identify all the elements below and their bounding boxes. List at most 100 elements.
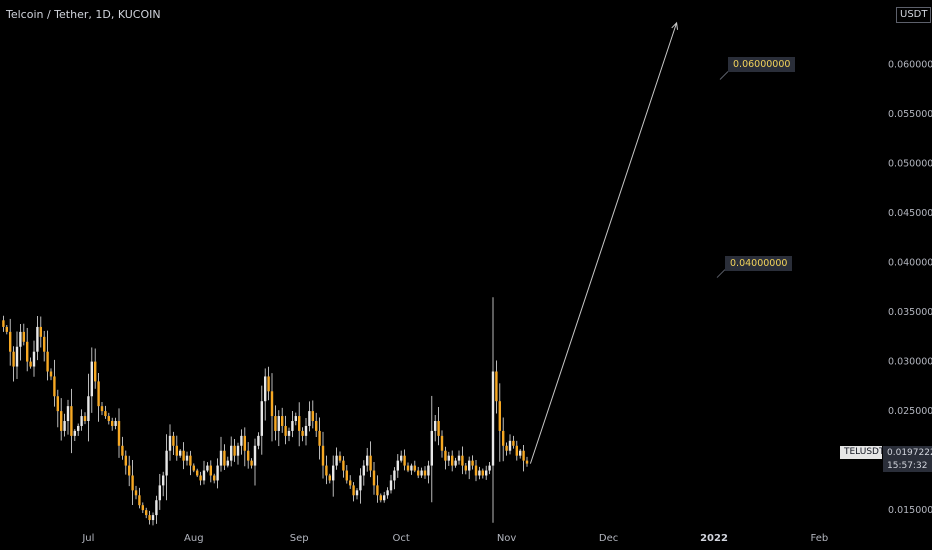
candle-body <box>338 455 342 461</box>
candle-body <box>12 351 15 367</box>
candle-body <box>366 455 369 466</box>
candle-body <box>485 470 488 476</box>
candle-body <box>406 465 410 471</box>
candle-body <box>53 376 56 397</box>
price-callout-0.04[interactable]: 0.04000000 <box>725 255 793 271</box>
candle-body <box>291 421 294 431</box>
candle-body <box>376 485 379 496</box>
candle-body <box>39 326 42 337</box>
x-tick-label: Dec <box>599 533 618 544</box>
candle-body <box>172 435 175 446</box>
candle-body <box>474 465 478 476</box>
candle-body <box>342 460 345 471</box>
candle-body <box>87 396 90 422</box>
candle-body <box>216 465 219 481</box>
candle-body <box>43 336 46 352</box>
candle-body <box>162 475 165 486</box>
candle-body <box>383 495 386 501</box>
candle-body <box>311 411 314 422</box>
candle-body <box>145 510 148 516</box>
candle-body <box>488 465 491 471</box>
candle-body <box>270 391 274 417</box>
candle-body <box>114 421 117 426</box>
symbol-badge: TELUSDT <box>840 446 884 459</box>
candle-body <box>447 455 450 461</box>
candle-body <box>457 455 461 461</box>
candle-body <box>236 445 240 456</box>
candle-body <box>267 376 270 392</box>
candle-body <box>15 346 19 367</box>
candle-body <box>148 515 151 521</box>
candle-body <box>2 320 5 327</box>
candle-body <box>440 435 444 451</box>
candle-body <box>515 445 518 456</box>
candle-body <box>49 371 53 377</box>
candle-body <box>175 445 178 456</box>
candle-body <box>294 416 297 422</box>
candle-body <box>502 430 505 446</box>
candle-body <box>471 460 474 466</box>
candle-body <box>359 475 362 491</box>
candle-body <box>495 371 498 402</box>
candle-body <box>444 450 447 461</box>
candle-body <box>434 421 437 431</box>
y-tick-label: 0.02500000 <box>888 406 932 417</box>
candle-body <box>315 421 318 431</box>
candle-body <box>369 455 372 471</box>
candle-body <box>461 455 464 466</box>
candle-body <box>213 475 216 481</box>
candle-body <box>512 440 515 446</box>
candle-body <box>168 435 172 451</box>
currency-button[interactable]: USDT <box>896 7 932 23</box>
candle-body <box>46 351 49 372</box>
candle-body <box>73 430 76 436</box>
candle-body <box>94 361 97 382</box>
candle-body <box>304 425 308 436</box>
y-tick-label: 0.01500000 <box>888 505 932 516</box>
x-tick-label: Jul <box>81 533 94 544</box>
candle-body <box>32 351 36 367</box>
candle-body <box>233 445 236 456</box>
candle-body <box>393 470 396 481</box>
candle-body <box>253 445 257 466</box>
candle-body <box>155 500 158 516</box>
x-tick-label: Nov <box>497 533 517 544</box>
candle-body <box>372 470 376 486</box>
candle-body <box>70 406 73 436</box>
candle-body <box>240 435 243 446</box>
price-callout-0.06[interactable]: 0.06000000 <box>728 57 796 73</box>
candle-body <box>56 396 59 412</box>
candle-body <box>430 430 433 466</box>
projection-arrowhead <box>671 21 679 30</box>
candle-body <box>281 416 284 426</box>
candle-body <box>519 450 522 456</box>
x-tick-label: Sep <box>290 533 309 544</box>
candle-body <box>321 445 325 466</box>
candle-body <box>308 411 311 426</box>
candle-body <box>247 450 250 461</box>
candle-body <box>277 416 280 431</box>
candle-body <box>189 455 192 466</box>
candle-body <box>298 416 301 431</box>
y-tick-label: 0.03000000 <box>888 357 932 368</box>
candle-body <box>199 475 202 481</box>
candle-body <box>128 465 131 476</box>
candle-body <box>202 470 206 481</box>
candle-body <box>505 445 508 451</box>
candle-body <box>417 470 420 476</box>
candle-body <box>141 505 144 511</box>
chart-title: Telcoin / Tether, 1D, KUCOIN <box>6 8 161 21</box>
candle-body <box>328 475 331 481</box>
candle-body <box>386 490 389 496</box>
candle-body <box>478 470 481 476</box>
candle-body <box>260 401 263 436</box>
candle-body <box>226 460 229 466</box>
candle-body <box>352 485 355 496</box>
candle-body <box>9 331 12 352</box>
x-tick-label: Feb <box>811 533 829 544</box>
candle-body <box>60 411 63 431</box>
projection-line <box>529 22 678 464</box>
last-price-label: 0.01972229 <box>883 446 932 460</box>
candle-body <box>209 465 212 476</box>
